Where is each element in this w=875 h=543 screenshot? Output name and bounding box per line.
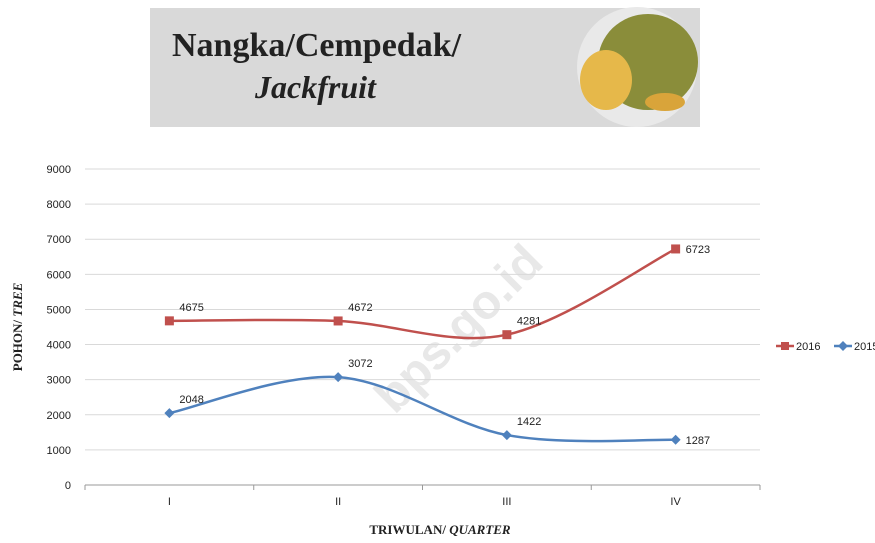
- x-axis-label: TRIWULAN/ QUARTER: [369, 522, 511, 537]
- y-axis-label: POHON/ TREE: [10, 282, 25, 371]
- marker: [333, 316, 343, 326]
- marker: [670, 434, 681, 445]
- y-tick-label: 2000: [47, 410, 71, 422]
- y-tick-label: 4000: [47, 340, 71, 352]
- x-tick-label: II: [335, 496, 341, 508]
- y-tick-label: 1000: [47, 445, 71, 457]
- y-axis-label-en: TREE: [10, 282, 25, 316]
- marker: [164, 316, 174, 326]
- x-tick-label: III: [502, 496, 511, 508]
- y-tick-label: 9000: [47, 164, 71, 176]
- y-tick-label: 7000: [47, 234, 71, 246]
- x-axis-label-en: QUARTER: [449, 522, 511, 537]
- series-line: [169, 375, 676, 443]
- x-tick-label: IV: [670, 496, 681, 508]
- data-label: 6723: [686, 244, 710, 256]
- legend-marker: [838, 341, 848, 351]
- x-tick-label: I: [168, 496, 171, 508]
- marker: [333, 372, 344, 383]
- data-label: 4672: [348, 302, 372, 314]
- data-label: 2048: [179, 394, 203, 406]
- x-axis-label-id: TRIWULAN/: [369, 522, 446, 537]
- jackfruit-image: [577, 7, 698, 127]
- y-axis-label-id: POHON/: [10, 320, 25, 372]
- data-label: 4281: [517, 316, 541, 328]
- data-label: 3072: [348, 358, 372, 370]
- marker: [501, 430, 512, 441]
- data-label: 1287: [686, 435, 710, 447]
- marker: [671, 244, 681, 254]
- marker: [164, 408, 175, 419]
- y-tick-label: 5000: [47, 304, 71, 316]
- marker: [502, 330, 512, 340]
- y-tick-label: 0: [65, 480, 71, 492]
- y-tick-label: 6000: [47, 269, 71, 281]
- legend-marker: [781, 342, 789, 350]
- chart-subtitle: Jackfruit: [254, 69, 377, 105]
- data-label: 1422: [517, 416, 541, 428]
- data-label: 4675: [179, 302, 203, 314]
- chart-title: Nangka/Cempedak/: [172, 27, 462, 64]
- legend-label: 2016: [796, 341, 820, 353]
- legend-label: 2015: [854, 341, 875, 353]
- series-line: [169, 247, 677, 340]
- y-tick-label: 8000: [47, 199, 71, 211]
- y-tick-label: 3000: [47, 375, 71, 387]
